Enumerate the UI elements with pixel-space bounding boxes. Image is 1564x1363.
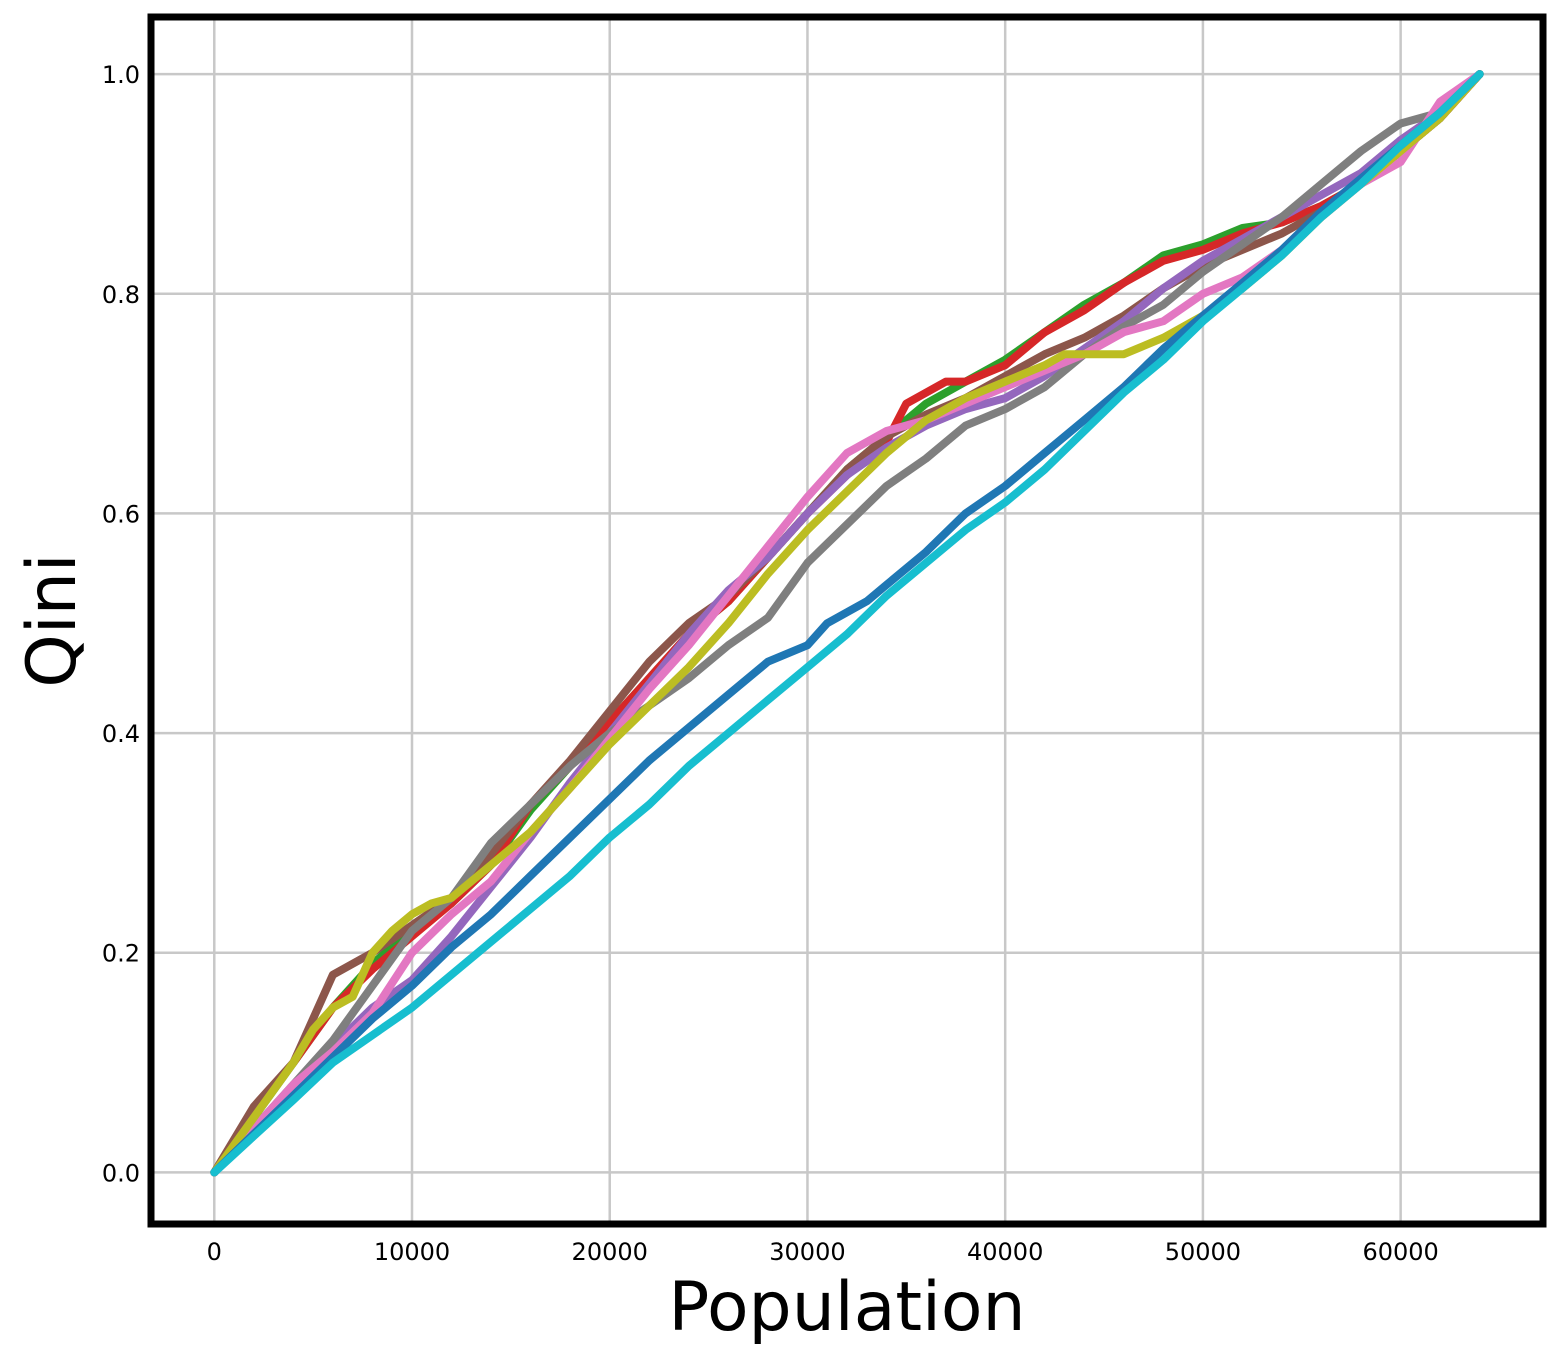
y-tick-labels: 0.0 0.2 0.4 0.6 0.8 1.0 [102,61,140,1187]
y-tick-label: 0.8 [102,281,140,309]
series-line-8 [210,70,1484,1177]
x-tick-labels: 0 10000 20000 30000 40000 50000 60000 [207,1238,1439,1266]
x-axis-title: Population [668,1268,1025,1347]
x-tick-label: 0 [207,1238,222,1266]
x-tick-label: 10000 [374,1238,450,1266]
series-lines [210,70,1484,1177]
x-tick-label: 50000 [1165,1238,1241,1266]
plot-frame [147,13,1547,1228]
y-axis-title: Qini [13,553,92,687]
grid-lines [151,17,1543,1224]
x-tick-label: 30000 [769,1238,845,1266]
y-tick-label: 0.0 [102,1159,140,1187]
y-tick-label: 0.4 [102,720,140,748]
x-tick-label: 40000 [967,1238,1043,1266]
series-line-2 [210,70,1484,1177]
series-line-9 [210,70,1484,1177]
y-tick-label: 0.2 [102,940,140,968]
x-tick-label: 20000 [572,1238,648,1266]
y-tick-label: 1.0 [102,61,140,89]
x-tick-label: 60000 [1362,1238,1438,1266]
y-tick-label: 0.6 [102,500,140,528]
series-line-5 [210,70,1484,1177]
